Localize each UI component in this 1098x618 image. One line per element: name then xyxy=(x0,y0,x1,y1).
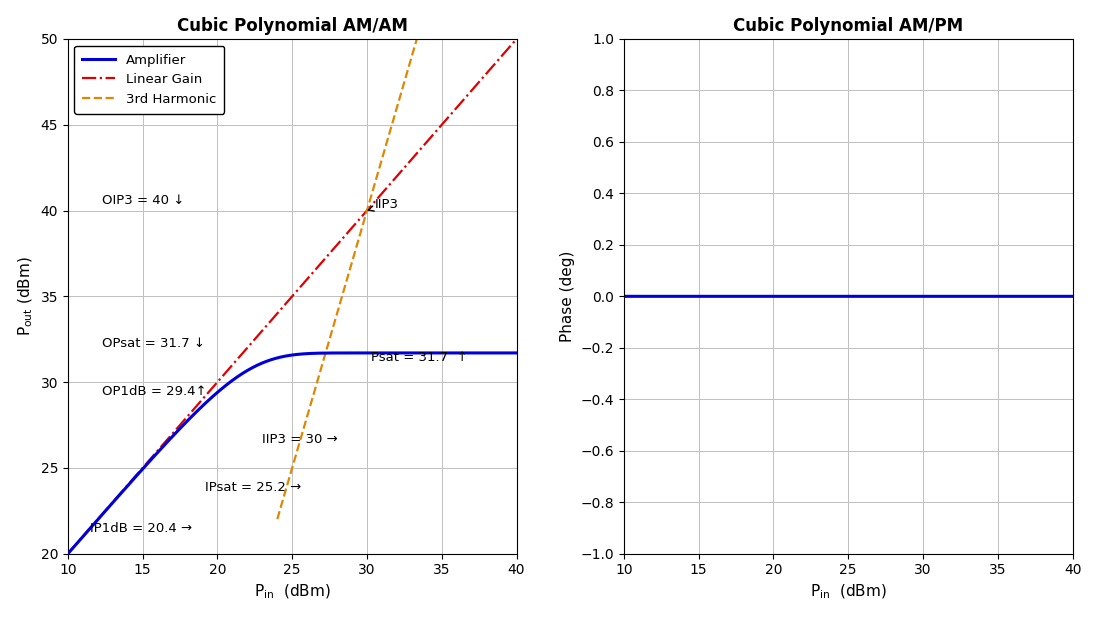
Title: Cubic Polynomial AM/PM: Cubic Polynomial AM/PM xyxy=(733,17,963,35)
Linear Gain xyxy=(501,45,514,53)
Line: Linear Gain: Linear Gain xyxy=(68,39,516,554)
Text: IP1dB = 20.4 →: IP1dB = 20.4 → xyxy=(90,522,192,535)
Line: Amplifier: Amplifier xyxy=(68,353,516,554)
Text: OP1dB = 29.4↑: OP1dB = 29.4↑ xyxy=(102,386,206,399)
3rd Harmonic xyxy=(356,221,369,228)
Amplifier xyxy=(61,550,75,557)
Text: IIP3 = 30 →: IIP3 = 30 → xyxy=(262,433,338,446)
3rd Harmonic xyxy=(358,215,371,222)
Linear Gain xyxy=(253,330,266,337)
3rd Harmonic xyxy=(411,36,424,43)
Title: Cubic Polynomial AM/AM: Cubic Polynomial AM/AM xyxy=(177,17,407,35)
Amplifier xyxy=(253,360,266,368)
Linear Gain xyxy=(233,353,246,360)
Linear Gain xyxy=(452,101,466,108)
Line: 3rd Harmonic: 3rd Harmonic xyxy=(278,40,417,519)
Linear Gain xyxy=(61,550,75,557)
Amplifier xyxy=(139,462,153,469)
Text: Psat = 31.7  ↑: Psat = 31.7 ↑ xyxy=(371,351,468,364)
3rd Harmonic xyxy=(351,236,365,243)
3rd Harmonic xyxy=(348,250,361,258)
X-axis label: $\mathrm{P_{in}}$  (dBm): $\mathrm{P_{in}}$ (dBm) xyxy=(810,583,886,601)
3rd Harmonic xyxy=(271,515,284,523)
X-axis label: $\mathrm{P_{in}}$  (dBm): $\mathrm{P_{in}}$ (dBm) xyxy=(254,583,330,601)
Amplifier xyxy=(453,349,467,357)
Y-axis label: Phase (deg): Phase (deg) xyxy=(560,251,575,342)
Linear Gain xyxy=(139,460,153,468)
Amplifier xyxy=(233,371,246,379)
Linear Gain xyxy=(112,491,125,499)
3rd Harmonic xyxy=(273,507,287,514)
Legend: Amplifier, Linear Gain, 3rd Harmonic: Amplifier, Linear Gain, 3rd Harmonic xyxy=(75,46,224,114)
Linear Gain xyxy=(509,35,523,43)
Y-axis label: $\mathrm{P_{out}}$ (dBm): $\mathrm{P_{out}}$ (dBm) xyxy=(16,256,35,336)
Amplifier xyxy=(509,349,523,357)
Amplifier xyxy=(112,492,125,499)
Text: IPsat = 25.2 →: IPsat = 25.2 → xyxy=(205,481,302,494)
Amplifier xyxy=(423,349,436,357)
Text: OPsat = 31.7 ↓: OPsat = 31.7 ↓ xyxy=(102,337,205,350)
Amplifier xyxy=(502,349,515,357)
Text: IIP3: IIP3 xyxy=(368,198,399,211)
3rd Harmonic xyxy=(298,423,311,431)
Text: OIP3 = 40 ↓: OIP3 = 40 ↓ xyxy=(102,194,184,207)
